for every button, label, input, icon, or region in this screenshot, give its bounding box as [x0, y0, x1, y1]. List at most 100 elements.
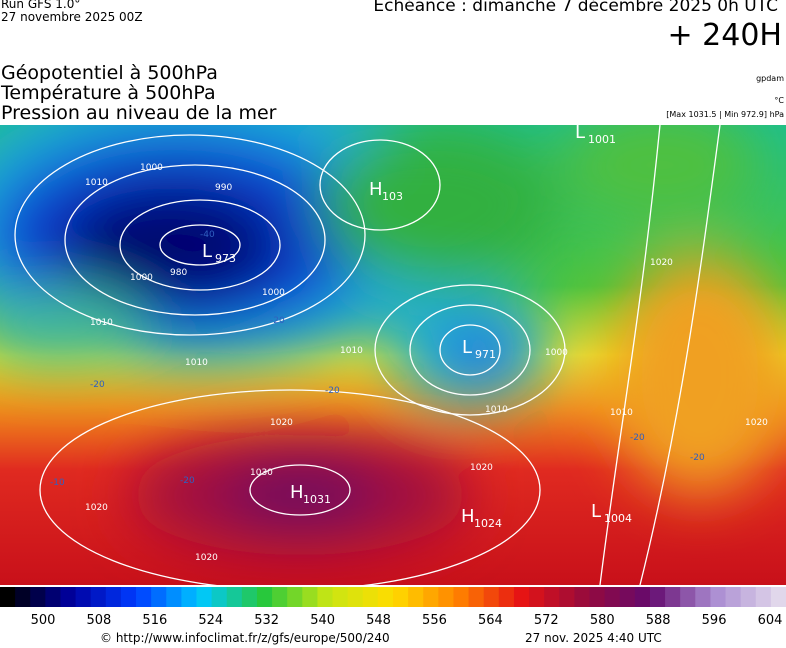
- center-letter: H: [369, 179, 383, 200]
- isobar-label: 1010: [610, 408, 633, 418]
- colorbar-swatch: [90, 587, 107, 607]
- colorbar-swatch: [166, 587, 182, 607]
- center-value: 103: [382, 190, 403, 203]
- colorbar-label: 516: [142, 613, 167, 628]
- unit-label: °C: [774, 96, 784, 105]
- colorbar-swatch: [15, 587, 31, 607]
- colorbar-swatch: [181, 587, 197, 607]
- colorbar-label: 588: [646, 613, 671, 628]
- center-value: 1024: [474, 517, 502, 530]
- colorbar-label: 604: [758, 613, 783, 628]
- colorbar-label: 556: [422, 613, 447, 628]
- temperature-label: -20: [180, 476, 195, 486]
- colorbar-swatch: [770, 587, 786, 607]
- colorbar-swatch: [544, 587, 560, 607]
- colorbar-swatch: [438, 587, 454, 607]
- colorbar-swatch: [0, 587, 16, 607]
- colorbar-swatch: [710, 587, 727, 607]
- layer-title: Géopotentiel à 500hPa: [1, 62, 218, 84]
- colorbar-swatch: [725, 587, 742, 607]
- center-letter: L: [462, 337, 472, 358]
- isobar-label: 980: [170, 268, 187, 278]
- isobar-label: 1000: [545, 348, 568, 358]
- run-date: 27 novembre 2025 00Z: [1, 10, 143, 24]
- colorbar-swatch: [498, 587, 515, 607]
- colorbar-swatch: [740, 587, 757, 607]
- center-letter: L: [591, 501, 601, 522]
- colorbar-swatch: [513, 587, 530, 607]
- colorbar-label: 500: [31, 613, 56, 628]
- isobar-label: 1010: [185, 358, 208, 368]
- center-value: 973: [215, 252, 236, 265]
- colorbar-swatch: [45, 587, 61, 607]
- footer-time: 27 nov. 2025 4:40 UTC: [525, 631, 662, 645]
- isobar-label: 1010: [485, 405, 508, 415]
- center-letter: H: [461, 506, 475, 527]
- center-letter: L: [202, 241, 212, 262]
- colorbar-swatch: [30, 587, 46, 607]
- temperature-label: -20: [270, 316, 285, 326]
- colorbar-label: 548: [366, 613, 391, 628]
- colorbar-label: 540: [310, 613, 335, 628]
- colorbar-swatch: [105, 587, 122, 607]
- colorbar-swatch: [559, 587, 575, 607]
- layer-title: Pression au niveau de la mer: [1, 102, 277, 124]
- isobar-label: 1000: [130, 273, 153, 283]
- colorbar-label: 508: [87, 613, 112, 628]
- colorbar-swatch: [529, 587, 545, 607]
- colorbar-label: 524: [198, 613, 223, 628]
- colorbar-swatch: [423, 587, 439, 607]
- colorbar-swatch: [256, 587, 273, 607]
- colorbar-swatch: [226, 587, 243, 607]
- temperature-label: -40: [200, 230, 215, 240]
- isobar-label: 1010: [340, 346, 363, 356]
- colorbar-swatch: [393, 587, 409, 607]
- center-value: 1001: [588, 133, 616, 146]
- isobar-label: 1020: [650, 258, 673, 268]
- footer-url: © http://www.infoclimat.fr/z/gfs/europe/…: [100, 631, 390, 645]
- isobar-label: 1030: [250, 468, 273, 478]
- isobar-label: 1010: [85, 178, 108, 188]
- colorbar-swatch: [362, 587, 379, 607]
- colorbar-swatch: [574, 587, 590, 607]
- colorbar-swatch: [241, 587, 258, 607]
- colorbar-swatch: [634, 587, 651, 607]
- colorbar-swatch: [755, 587, 772, 607]
- colorbar-swatch: [60, 587, 77, 607]
- colorbar: 500 508 516 524 532 540 548 556 564 572 580 588 596 6…: [0, 587, 786, 628]
- center-letter: H: [290, 482, 304, 503]
- temperature-label: -20: [630, 433, 645, 443]
- colorbar-swatch: [649, 587, 666, 607]
- colorbar-swatch: [151, 587, 167, 607]
- colorbar-swatch: [272, 587, 288, 607]
- colorbar-swatch: [619, 587, 636, 607]
- center-value: 1004: [604, 512, 632, 525]
- isobar-label: 990: [215, 183, 232, 193]
- isobars: [14, 125, 721, 585]
- colorbar-label: 572: [534, 613, 559, 628]
- colorbar-label: 596: [702, 613, 727, 628]
- isobar-label: 1000: [262, 288, 285, 298]
- colorbar-label: 564: [478, 613, 503, 628]
- colorbar-swatch: [347, 587, 364, 607]
- isobar-label: 1000: [140, 163, 163, 173]
- colorbar-swatch: [136, 587, 152, 607]
- colorbar-swatch: [317, 587, 334, 607]
- colorbar-label: 580: [590, 613, 615, 628]
- colorbar-swatch: [302, 587, 318, 607]
- temperature-label: -20: [90, 380, 105, 390]
- colorbar-label: 532: [254, 613, 279, 628]
- isobar-label: 1020: [745, 418, 768, 428]
- colorbar-swatch: [287, 587, 303, 607]
- isobar-label: 1020: [270, 418, 293, 428]
- isobar-label: 1020: [195, 553, 218, 563]
- colorbar-swatch: [665, 587, 681, 607]
- center-letter: L: [575, 125, 585, 143]
- center-value: 971: [475, 348, 496, 361]
- colorbar-swatch: [468, 587, 485, 607]
- colorbar-swatch: [196, 587, 213, 607]
- colorbar-swatch: [332, 587, 349, 607]
- temperature-label: -20: [690, 453, 705, 463]
